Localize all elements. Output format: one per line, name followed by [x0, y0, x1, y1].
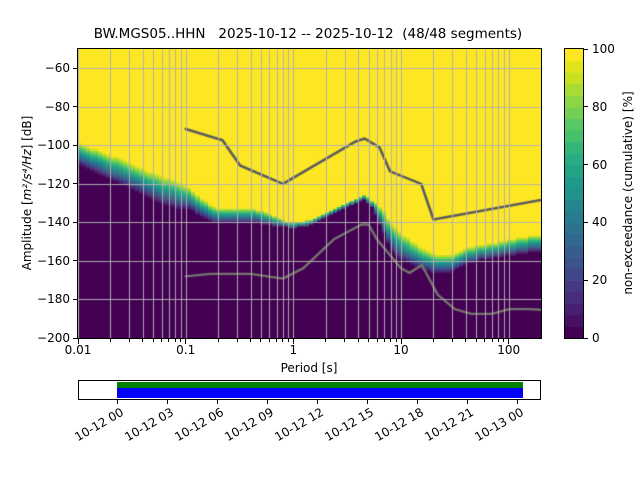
- coverage-data-bar: [117, 381, 523, 388]
- colorbar-canvas: [565, 49, 583, 338]
- coverage-tick: [366, 400, 368, 404]
- y-tick: [72, 337, 77, 339]
- colorbar-tick: [584, 221, 588, 223]
- x-minor-tick: [465, 339, 467, 342]
- x-minor-tick: [168, 339, 170, 342]
- colorbar-tick-label: 40: [592, 215, 608, 230]
- y-tick-label: −180: [37, 292, 70, 307]
- colorbar-tick-label: 60: [592, 157, 608, 172]
- coverage-tick: [266, 400, 268, 404]
- x-minor-tick: [475, 339, 477, 342]
- coverage-tick-label: 10-12 09: [222, 405, 276, 445]
- x-minor-tick: [357, 339, 359, 342]
- x-minor-tick: [180, 339, 182, 342]
- coverage-tick-label: 10-12 06: [172, 405, 226, 445]
- x-minor-tick: [344, 339, 346, 342]
- y-tick: [72, 67, 77, 69]
- x-minor-tick: [503, 339, 505, 342]
- x-tick: [77, 339, 79, 344]
- x-minor-tick: [376, 339, 378, 342]
- coverage-tick: [116, 400, 118, 404]
- coverage-tick-label: 10-12 15: [322, 405, 376, 445]
- coverage-tick: [416, 400, 418, 404]
- y-tick-label: −100: [37, 138, 70, 153]
- y-tick: [72, 298, 77, 300]
- x-tick-label: 10: [393, 343, 409, 357]
- y-tick-label: −120: [37, 176, 70, 191]
- x-minor-tick: [217, 339, 219, 342]
- coverage-tick: [516, 400, 518, 404]
- x-minor-tick: [174, 339, 176, 342]
- colorbar-tick: [584, 337, 588, 339]
- colorbar-tick-label: 20: [592, 273, 608, 288]
- x-minor-tick: [432, 339, 434, 342]
- x-minor-tick: [491, 339, 493, 342]
- coverage-tick: [166, 400, 168, 404]
- coverage-tick: [316, 400, 318, 404]
- x-tick-label: 100: [497, 343, 521, 357]
- colorbar-tick: [584, 48, 588, 50]
- x-tick: [400, 339, 402, 344]
- x-minor-tick: [390, 339, 392, 342]
- colorbar-label: non-exceedance (cumulative) [%]: [621, 91, 635, 295]
- x-tick-label: 0.1: [176, 343, 196, 357]
- x-minor-tick: [128, 339, 130, 342]
- coverage-tick-label: 10-12 00: [72, 405, 126, 445]
- y-tick-label: −160: [37, 253, 70, 268]
- y-tick: [72, 221, 77, 223]
- x-axis-label: Period [s]: [280, 361, 338, 375]
- x-minor-tick: [250, 339, 251, 342]
- coverage-tick-label: 10-12 12: [272, 405, 326, 445]
- x-minor-tick: [268, 339, 270, 342]
- x-minor-tick: [109, 339, 111, 342]
- x-tick: [508, 339, 510, 344]
- colorbar-tick: [584, 106, 588, 108]
- y-tick: [72, 144, 77, 146]
- colorbar-tick: [584, 164, 588, 166]
- x-minor-tick: [142, 339, 144, 342]
- y-tick: [72, 106, 77, 108]
- x-minor-tick: [287, 339, 289, 342]
- colorbar-tick-label: 80: [592, 99, 608, 114]
- y-tick-label: −200: [37, 331, 70, 345]
- ppsd-heatmap-canvas: [78, 49, 541, 338]
- y-tick: [72, 183, 77, 185]
- y-tick-label: −60: [44, 61, 70, 76]
- x-tick: [185, 339, 187, 344]
- x-minor-tick: [260, 339, 262, 342]
- y-tick: [72, 260, 77, 262]
- x-minor-tick: [368, 339, 370, 342]
- x-tick-label: 1: [289, 343, 298, 357]
- figure-title: BW.MGS05..HHN 2025-10-12 -- 2025-10-12 (…: [93, 26, 523, 42]
- colorbar-tick-label: 0: [592, 331, 600, 345]
- coverage-tick-label: 10-12 21: [422, 405, 476, 445]
- colorbar-tick-label: 100: [592, 42, 615, 56]
- y-tick-label: −140: [37, 215, 70, 230]
- y-tick-label: −80: [44, 99, 70, 114]
- x-minor-tick: [276, 339, 278, 342]
- x-minor-tick: [152, 339, 154, 342]
- coverage-tick: [466, 400, 468, 404]
- x-minor-tick: [451, 339, 453, 342]
- x-minor-tick: [325, 339, 327, 342]
- coverage-tick: [216, 400, 218, 404]
- x-minor-tick: [484, 339, 486, 342]
- coverage-tick-label: 10-13 00: [472, 405, 526, 445]
- x-minor-tick: [236, 339, 238, 342]
- colorbar-tick: [584, 279, 588, 281]
- x-minor-tick: [161, 339, 163, 342]
- x-tick: [292, 339, 294, 344]
- x-minor-tick: [497, 339, 499, 342]
- x-minor-tick: [383, 339, 385, 342]
- x-minor-tick: [282, 339, 284, 342]
- coverage-tick-label: 10-12 03: [122, 405, 176, 445]
- coverage-tick-label: 10-12 18: [372, 405, 426, 445]
- coverage-segments-bar: [117, 388, 523, 398]
- x-tick-label: 0.01: [64, 343, 92, 357]
- y-axis-label-units: m²/s⁴/Hz: [20, 149, 34, 201]
- x-minor-tick: [395, 339, 397, 342]
